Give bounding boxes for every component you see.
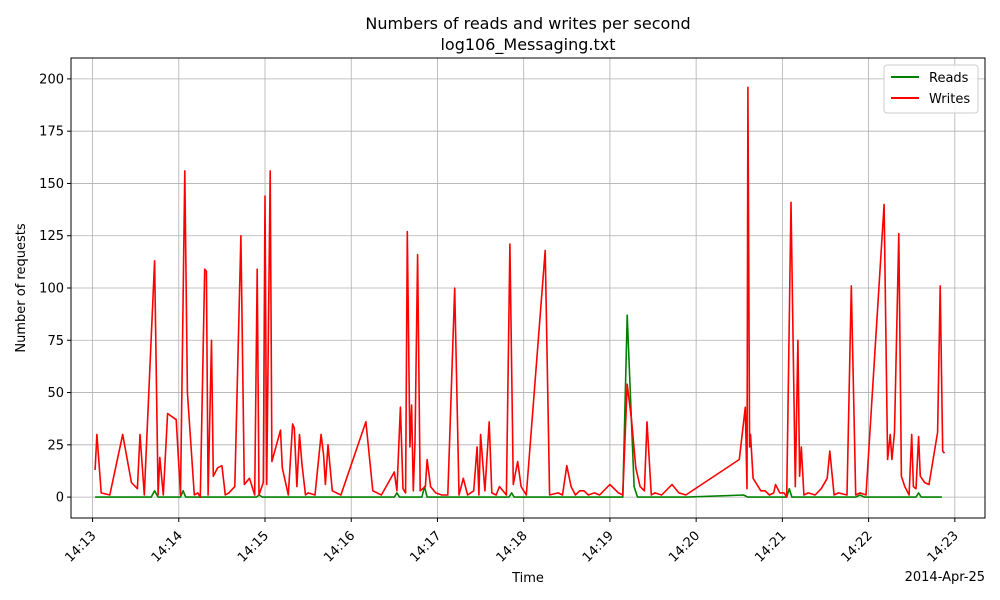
y-tick-label: 175 [39, 125, 64, 140]
x-axis-label: Time [511, 571, 544, 586]
legend-label-writes: Writes [929, 92, 970, 107]
chart-subtitle: log106_Messaging.txt [440, 35, 615, 55]
y-tick-label: 150 [39, 177, 64, 192]
series-layer [94, 86, 946, 498]
legend-label-reads: Reads [929, 71, 969, 86]
y-tick-label: 75 [47, 334, 64, 349]
y-tick-label: 0 [56, 491, 64, 506]
chart-title: Numbers of reads and writes per second [365, 14, 690, 33]
legend: Reads Writes [883, 64, 979, 114]
series-line-writes [94, 86, 946, 498]
y-tick-label: 200 [39, 72, 64, 87]
date-label: 2014-Apr-25 [905, 570, 985, 585]
y-tick-label: 25 [47, 438, 64, 453]
y-tick-label: 50 [47, 386, 64, 401]
y-tick-label: 125 [39, 229, 64, 244]
y-tick-label: 100 [39, 282, 64, 297]
series-line-reads [95, 314, 942, 498]
y-axis-label: Number of requests [14, 223, 29, 352]
grid-layer [71, 58, 985, 518]
